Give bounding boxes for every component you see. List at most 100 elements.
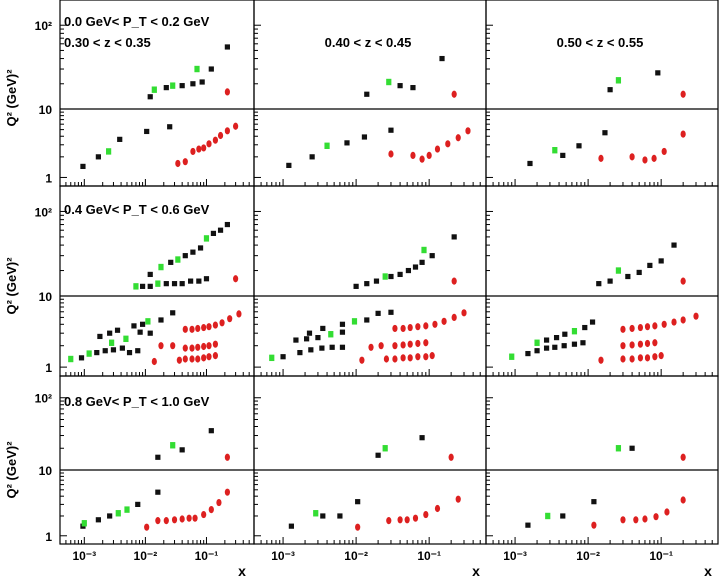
point-red	[441, 317, 447, 325]
point-black	[107, 513, 113, 519]
point-red	[432, 320, 438, 328]
point-black	[655, 70, 661, 76]
point-red	[378, 342, 384, 350]
point-red	[189, 325, 195, 333]
point-black	[364, 317, 370, 323]
point-red	[465, 127, 471, 135]
point-black	[607, 87, 613, 93]
row-label-pt-0-0.2: 0.0 GeV< P_T < 0.2 GeV	[64, 14, 210, 29]
point-black	[139, 283, 146, 289]
point-red	[451, 90, 457, 98]
point-black	[636, 269, 642, 276]
point-black	[410, 85, 416, 91]
point-red	[629, 355, 635, 363]
point-red	[170, 342, 176, 350]
point-red	[189, 355, 195, 363]
point-red	[426, 151, 432, 159]
point-black	[364, 91, 370, 97]
point-red	[637, 323, 644, 332]
point-red	[216, 498, 222, 507]
point-red	[400, 324, 406, 333]
point-black	[179, 83, 185, 89]
point-black	[602, 130, 608, 136]
point-red	[388, 150, 394, 158]
point-black	[596, 281, 602, 287]
point-red	[171, 516, 178, 524]
point-black	[208, 428, 214, 434]
point-red	[201, 342, 207, 351]
point-red	[637, 354, 644, 362]
point-black	[147, 94, 153, 100]
point-green	[421, 246, 427, 254]
point-black	[309, 154, 315, 160]
point-red	[392, 324, 398, 333]
point-red	[206, 342, 212, 350]
point-red	[680, 316, 686, 324]
point-red	[176, 356, 182, 364]
point-black	[561, 343, 567, 349]
point-black	[560, 513, 566, 519]
point-black	[199, 79, 205, 85]
point-green	[382, 445, 388, 452]
point-black	[168, 259, 174, 265]
point-green	[269, 354, 275, 362]
point-red	[620, 516, 626, 524]
point-black	[552, 344, 558, 350]
point-green	[194, 65, 200, 73]
point-red	[415, 323, 421, 331]
y-tick-label: 10	[39, 103, 53, 117]
point-red	[423, 353, 429, 361]
point-black	[560, 152, 566, 158]
point-green	[386, 78, 392, 86]
point-black	[451, 234, 457, 240]
point-red	[383, 355, 390, 363]
point-red	[397, 516, 403, 524]
point-black	[190, 249, 196, 255]
point-red	[407, 354, 413, 362]
point-red	[423, 510, 429, 519]
point-black	[196, 278, 202, 284]
point-red	[208, 506, 214, 514]
point-black	[137, 329, 143, 335]
point-red	[423, 339, 429, 347]
point-black	[167, 124, 173, 130]
y-tick-label: 10²	[35, 205, 52, 219]
point-black	[582, 324, 588, 331]
point-black	[671, 242, 677, 248]
x-tick-label: 10⁻³	[503, 549, 527, 563]
point-black	[171, 281, 178, 287]
point-red	[212, 321, 218, 329]
point-red	[455, 134, 461, 142]
point-black	[293, 337, 299, 343]
point-red	[429, 352, 435, 360]
point-green	[115, 510, 121, 517]
point-green	[81, 520, 87, 527]
point-black	[339, 321, 346, 327]
point-black	[353, 283, 359, 289]
point-red	[598, 154, 604, 162]
point-black	[339, 329, 346, 335]
axis-ticks: 10⁻³ 10⁻² 10⁻¹ 10⁻³ 10⁻² 10⁻¹ 10⁻³ 10⁻² 10⁻¹ 10² 1…	[35, 0, 713, 563]
point-black	[147, 283, 153, 289]
point-green	[328, 331, 334, 338]
point-black	[534, 348, 540, 354]
point-red	[445, 140, 451, 148]
point-black	[525, 522, 531, 528]
point-red	[680, 496, 686, 504]
point-black	[170, 310, 176, 316]
point-black	[224, 44, 230, 50]
point-red	[598, 356, 604, 364]
point-red	[175, 159, 181, 168]
point-red	[448, 453, 454, 461]
point-black	[224, 221, 230, 228]
point-black	[580, 340, 586, 346]
point-red	[455, 495, 461, 503]
point-red	[201, 144, 207, 152]
x-axis-label-col-1: x	[238, 563, 246, 579]
point-black	[439, 55, 445, 62]
y-tick-label: 1	[45, 530, 52, 544]
point-green	[151, 86, 157, 93]
point-red	[637, 340, 644, 348]
point-black	[658, 258, 664, 264]
point-red	[664, 508, 670, 516]
